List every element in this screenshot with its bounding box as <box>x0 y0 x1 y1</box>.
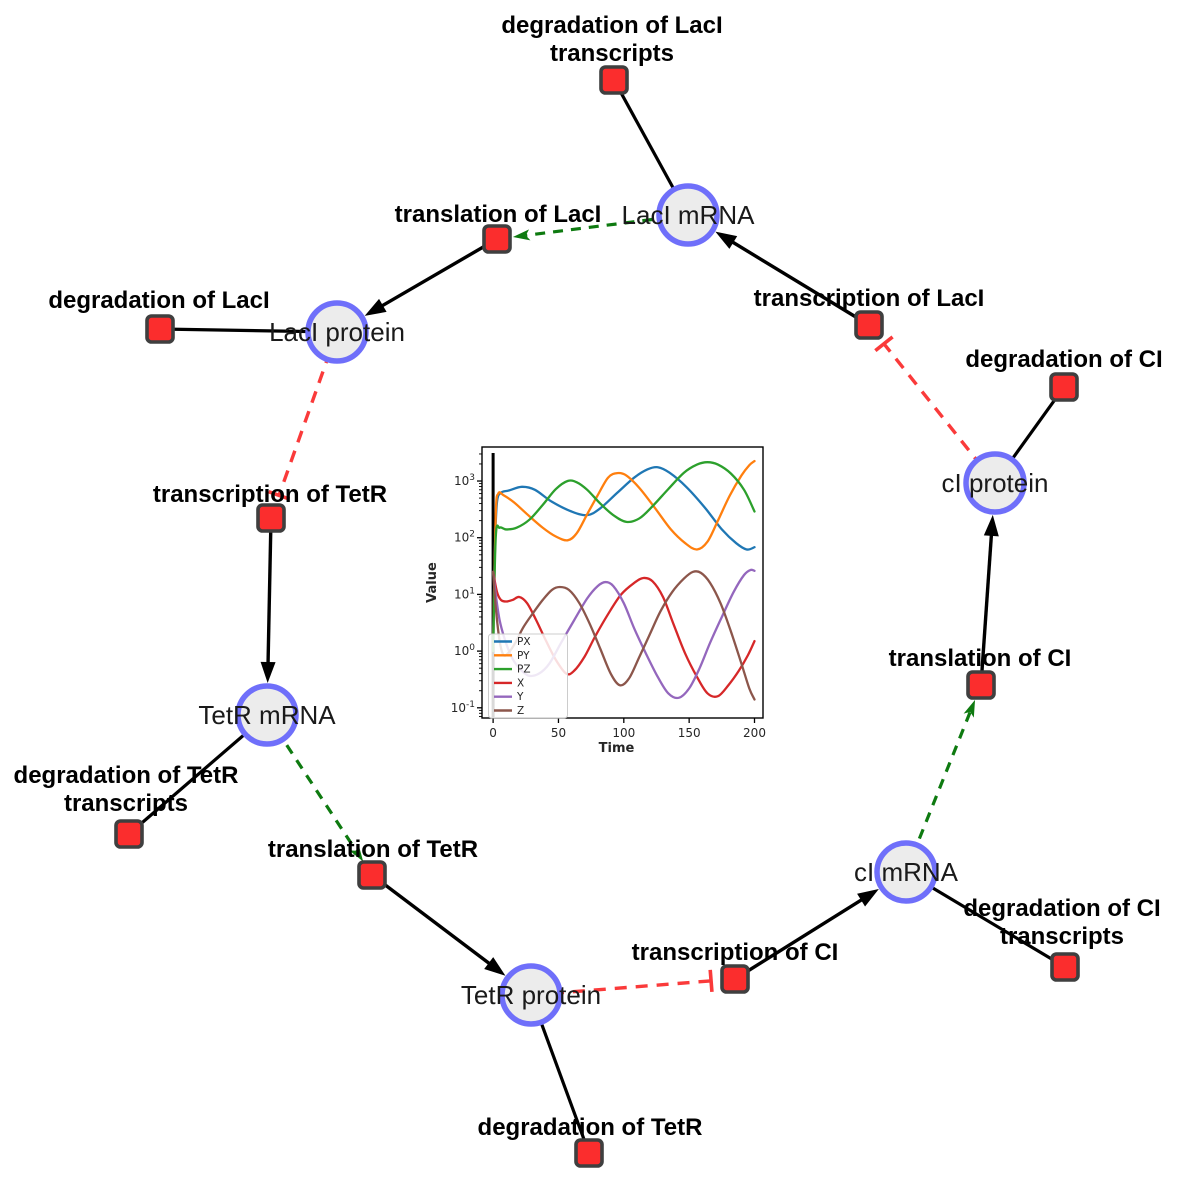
legend-label-PX: PX <box>517 636 531 648</box>
edge-cI_mRNA-tl_cI-arrowhead-icon <box>963 699 976 718</box>
species-label-lacI_protein: LacI protein <box>269 317 405 347</box>
reaction-label-deg_tetR_tx-line2: transcripts <box>64 790 188 817</box>
reaction-node-deg_tetR[interactable] <box>574 1138 604 1168</box>
edge-tr_lacI-lacI_mRNA <box>715 231 870 327</box>
labels-layer: LacI mRNA LacI protein TetR mRNA TetR prote… <box>14 12 1163 1141</box>
reaction-label-deg_cI_tx-line2: transcripts <box>1000 923 1124 950</box>
reaction-label-deg_cI_tx-line1: degradation of CI <box>963 895 1160 922</box>
edge-tl_tetR-tetR_protein-arrowhead-icon <box>484 957 506 976</box>
legend-label-Z: Z <box>517 705 524 717</box>
edge-tr_tetR-tetR_mRNA-arrowhead-icon <box>260 661 276 684</box>
y-tick-label: 10-1 <box>451 700 475 715</box>
y-axis-label: Value <box>425 562 440 603</box>
series-line-PY <box>491 459 756 648</box>
reaction-label-deg_cI-line1: degradation of CI <box>965 346 1162 373</box>
edge-tr_lacI-lacI_mRNA-arrowhead-icon <box>715 231 738 249</box>
y-tick-label: 103 <box>454 473 475 488</box>
edge-tr_cI-cI_mRNA <box>734 888 879 981</box>
reaction-node-tr_cI[interactable] <box>720 964 750 994</box>
x-tick-label: 0 <box>489 726 497 740</box>
x-tick-label: 50 <box>551 726 566 740</box>
nodes-layer <box>114 65 1080 1168</box>
species-label-lacI_mRNA: LacI mRNA <box>622 200 756 230</box>
edge-tl_tetR-tetR_protein-line <box>370 873 496 969</box>
species-label-cI_mRNA: cI mRNA <box>854 857 959 887</box>
reaction-node-deg_lacI[interactable] <box>145 314 175 344</box>
reaction-label-deg_lacI_tx-line1: degradation of LacI <box>501 12 722 39</box>
edge-cI_mRNA-tl_cI <box>904 699 976 873</box>
reaction-node-deg_lacI_tx[interactable] <box>599 65 629 95</box>
edge-tr_lacI-lacI_mRNA-line <box>726 237 870 327</box>
edge-tr_tetR-tetR_mRNA-line <box>266 517 273 670</box>
edge-tl_lacI-lacI_protein-arrowhead-icon <box>364 298 387 316</box>
species-node-lacI_protein[interactable] <box>305 300 369 364</box>
reaction-node-deg_cI[interactable] <box>1049 372 1079 402</box>
legend-label-PY: PY <box>517 650 530 662</box>
x-tick-label: 100 <box>612 726 635 740</box>
edge-tl_lacI-lacI_protein-line <box>375 237 498 311</box>
reaction-label-tl_lacI-line1: translation of LacI <box>395 201 602 228</box>
x-axis-label: Time <box>599 741 635 756</box>
species-node-tetR_mRNA[interactable] <box>235 683 299 747</box>
y-tick-label: 101 <box>454 586 475 601</box>
edge-lacI_protein-tr_tetR-tbar-icon <box>268 490 290 501</box>
x-tick-label: 150 <box>678 726 701 740</box>
reaction-node-tl_tetR[interactable] <box>357 860 387 890</box>
edge-tetR_mRNA-tl_tetR-arrowhead-icon <box>349 844 364 862</box>
inset-plot: 0 50 100 150 20010310210110010-1TimeValuePXP… <box>425 446 766 756</box>
reaction-label-deg_lacI_tx-line2: transcripts <box>550 40 674 67</box>
series-line-PZ <box>491 461 756 653</box>
edge-cI_protein-tr_lacI-tbar-icon <box>874 335 894 353</box>
reaction-label-tr_lacI-line1: transcription of LacI <box>754 285 985 312</box>
species-node-tetR_protein[interactable] <box>499 963 563 1027</box>
x-tick-label: 200 <box>743 726 766 740</box>
y-tick-label: 102 <box>454 530 475 545</box>
y-tick-label: 100 <box>454 643 475 658</box>
edge-tl_cI-cI_protein-line <box>979 528 994 686</box>
edge-lacI_mRNA-tl_lacI-arrowhead-icon <box>512 229 531 241</box>
reaction-node-tl_cI[interactable] <box>966 670 996 700</box>
series-line-PX <box>491 465 756 643</box>
edge-tr_tetR-tetR_mRNA <box>260 517 276 684</box>
reaction-node-tl_lacI[interactable] <box>482 224 512 254</box>
legend-label-PZ: PZ <box>517 664 531 676</box>
reaction-label-tl_cI-line1: translation of CI <box>889 645 1072 672</box>
reaction-label-tl_tetR-line1: translation of TetR <box>268 836 478 863</box>
species-label-tetR_protein: TetR protein <box>461 980 601 1010</box>
legend-label-X: X <box>517 677 524 689</box>
reaction-node-deg_cI_tx[interactable] <box>1050 952 1080 982</box>
edge-tl_tetR-tetR_protein <box>370 873 506 976</box>
reaction-node-deg_tetR_tx[interactable] <box>114 819 144 849</box>
reaction-label-tr_cI-line1: transcription of CI <box>632 939 839 966</box>
edge-tl_cI-cI_protein-arrowhead-icon <box>983 514 999 537</box>
reaction-label-deg_tetR_tx-line1: degradation of TetR <box>14 762 239 789</box>
species-node-cI_mRNA[interactable] <box>874 840 938 904</box>
reaction-node-tr_tetR[interactable] <box>256 503 286 533</box>
edge-tr_cI-cI_mRNA-arrowhead-icon <box>857 888 879 907</box>
series-line-X <box>491 570 756 698</box>
species-node-cI_protein[interactable] <box>963 451 1027 515</box>
reaction-label-deg_lacI-line1: degradation of LacI <box>48 287 269 314</box>
edge-tetR_protein-tr_cI-tbar-icon <box>708 969 714 992</box>
reaction-label-deg_tetR-line1: degradation of TetR <box>478 1114 703 1141</box>
reaction-label-tr_tetR-line1: transcription of TetR <box>153 481 387 508</box>
species-node-lacI_mRNA[interactable] <box>656 183 720 247</box>
species-label-tetR_mRNA: TetR mRNA <box>198 700 336 730</box>
edge-tr_cI-cI_mRNA-line <box>734 894 868 981</box>
reaction-node-tr_lacI[interactable] <box>854 310 884 340</box>
species-label-cI_protein: cI protein <box>942 468 1049 498</box>
edge-tl_cI-cI_protein <box>979 514 999 686</box>
edge-tl_lacI-lacI_protein <box>364 237 498 316</box>
legend-label-Y: Y <box>516 691 524 703</box>
